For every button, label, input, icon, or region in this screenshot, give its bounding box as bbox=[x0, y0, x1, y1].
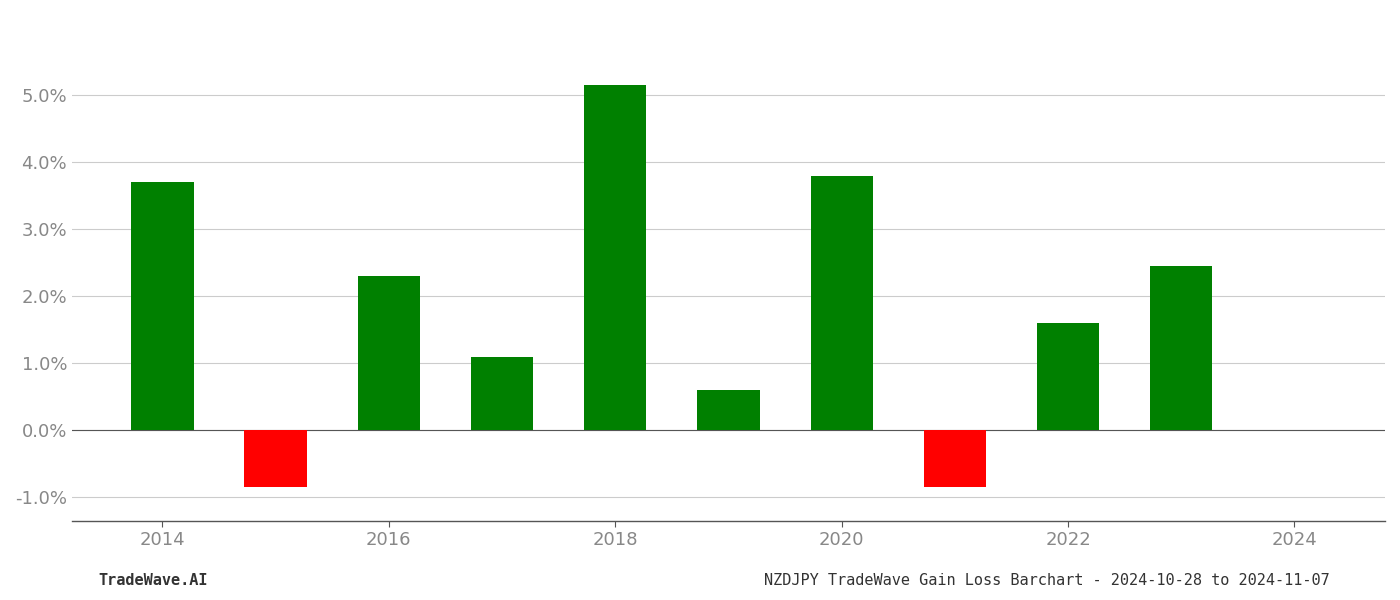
Bar bbox=[357, 276, 420, 430]
Bar bbox=[1151, 266, 1212, 430]
Bar bbox=[811, 176, 872, 430]
Text: NZDJPY TradeWave Gain Loss Barchart - 2024-10-28 to 2024-11-07: NZDJPY TradeWave Gain Loss Barchart - 20… bbox=[764, 573, 1330, 588]
Bar bbox=[470, 356, 533, 430]
Bar bbox=[1037, 323, 1099, 430]
Bar bbox=[245, 430, 307, 487]
Bar bbox=[924, 430, 986, 487]
Bar bbox=[132, 182, 193, 430]
Bar bbox=[584, 85, 647, 430]
Bar bbox=[697, 390, 760, 430]
Text: TradeWave.AI: TradeWave.AI bbox=[98, 573, 207, 588]
